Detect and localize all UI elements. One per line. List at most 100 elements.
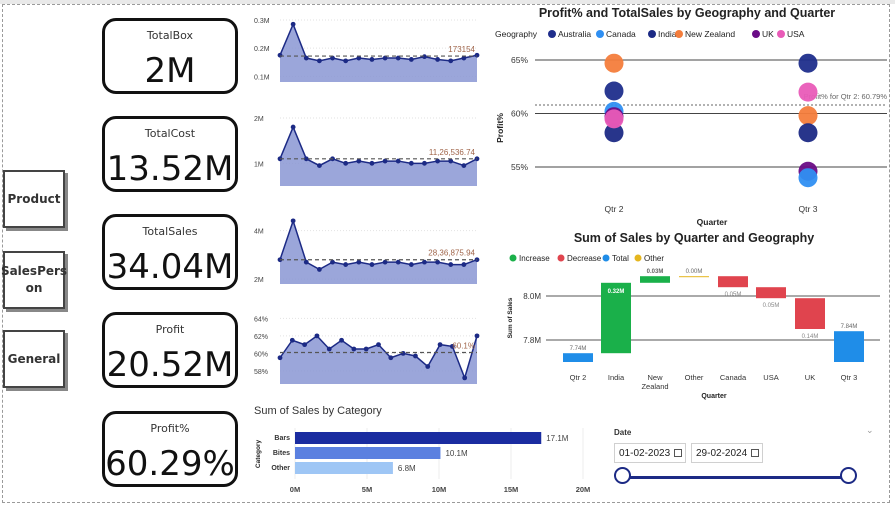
sparkline-point bbox=[343, 262, 349, 267]
scatter-legend-label: Canada bbox=[606, 29, 636, 39]
sparkline-point bbox=[369, 262, 375, 267]
bar-chart-x-tick: 20M bbox=[576, 485, 591, 494]
sparkline-average-label: 60.1% bbox=[452, 342, 475, 351]
scatter-legend-marker bbox=[777, 30, 785, 38]
chevron-down-icon[interactable]: ⌄ bbox=[866, 425, 874, 435]
waterfall-y-axis-label: Sum of Sales bbox=[507, 297, 514, 338]
scatter-point bbox=[604, 123, 624, 143]
product-button[interactable]: Product bbox=[3, 170, 65, 228]
sparkline-point bbox=[356, 55, 362, 61]
waterfall-x-tick: India bbox=[608, 373, 625, 382]
sparkline-point bbox=[343, 160, 349, 166]
sparkline-point bbox=[474, 257, 480, 263]
kpi-card-totalcost[interactable]: TotalCost 13.52M bbox=[102, 116, 238, 192]
sparkline-point bbox=[289, 337, 295, 343]
sparkline-point bbox=[474, 156, 480, 162]
profit-scatter-chart[interactable]: Profit% and TotalSales by Geography and … bbox=[490, 0, 890, 230]
scatter-legend-label: UK bbox=[762, 29, 774, 39]
sparkline-point bbox=[435, 57, 440, 62]
bar-chart-bar bbox=[295, 432, 542, 444]
scatter-point bbox=[798, 106, 818, 126]
sales-by-category-chart[interactable]: Sum of Sales by Category 0M 5M 10M 15M 20M Cat… bbox=[250, 400, 600, 500]
sparkline-point bbox=[363, 346, 369, 352]
start-date-input[interactable]: 01-02-2023 bbox=[614, 443, 686, 463]
scatter-legend-label: New Zealand bbox=[685, 29, 735, 39]
bar-chart-x-tick: 15M bbox=[504, 485, 519, 494]
sparkline-point bbox=[303, 156, 309, 162]
sparkline-point bbox=[369, 160, 375, 166]
calendar-icon[interactable] bbox=[751, 449, 759, 457]
sparkline-point bbox=[413, 353, 418, 359]
waterfall-bar bbox=[756, 287, 786, 299]
sparkline-tick-label: 0.1M bbox=[254, 74, 270, 81]
sparkline-point bbox=[303, 55, 309, 61]
sparkline-point bbox=[461, 262, 467, 267]
sparkline-line bbox=[279, 218, 478, 271]
kpi-value: 60.29% bbox=[105, 444, 235, 484]
bar-chart-value-label: 6.8M bbox=[398, 464, 416, 473]
sparkline-point bbox=[303, 259, 309, 265]
waterfall-data-label: 0.32M bbox=[608, 289, 625, 295]
end-date-value: 29-02-2024 bbox=[696, 448, 748, 459]
date-slider-track[interactable] bbox=[624, 476, 848, 479]
sparkline-point bbox=[317, 267, 322, 272]
sales-waterfall-chart[interactable]: Sum of Sales by Quarter and Geography Inc… bbox=[500, 226, 885, 404]
waterfall-legend-label: Other bbox=[644, 254, 664, 263]
sparkline-point bbox=[376, 342, 381, 348]
scatter-legend-label: India bbox=[658, 29, 677, 39]
waterfall-legend-marker bbox=[557, 254, 565, 262]
sparkline-point bbox=[326, 346, 332, 352]
sparkline-point bbox=[461, 55, 467, 61]
kpi-card-totalsales[interactable]: TotalSales 34.04M bbox=[102, 214, 238, 290]
sparkline-area bbox=[280, 335, 477, 384]
waterfall-x-axis-label: Quarter bbox=[701, 393, 727, 400]
end-date-input[interactable]: 29-02-2024 bbox=[691, 443, 763, 463]
sparkline-point bbox=[437, 342, 443, 348]
date-slider-start-handle[interactable] bbox=[614, 467, 631, 484]
sparkline-point bbox=[343, 58, 349, 64]
kpi-card-totalbox[interactable]: TotalBox 2M bbox=[102, 18, 238, 94]
waterfall-legend-label: Total bbox=[612, 254, 629, 263]
waterfall-data-label: 7.74M bbox=[570, 346, 587, 352]
waterfall-x-tick: New bbox=[647, 373, 663, 382]
calendar-icon[interactable] bbox=[674, 449, 682, 457]
scatter-x-axis-label: Quarter bbox=[697, 217, 728, 227]
general-button[interactable]: General bbox=[3, 330, 65, 388]
sparkline-tick-label: 2M bbox=[254, 116, 264, 123]
sparkline-point bbox=[356, 158, 362, 164]
sparkline-point bbox=[422, 259, 427, 265]
sparkline-charts[interactable]: 0.3M 0.2M 0.1M 173154 2M 1M 11,26,536.74 4M 2M 28… bbox=[245, 18, 485, 398]
sparkline-point bbox=[400, 350, 406, 356]
waterfall-bar bbox=[795, 298, 825, 329]
waterfall-bar bbox=[640, 276, 670, 283]
bar-chart-x-tick: 10M bbox=[432, 485, 447, 494]
waterfall-legend-label: Decrease bbox=[567, 254, 602, 263]
sparkline-point bbox=[277, 355, 283, 361]
sparkline-point bbox=[351, 346, 357, 352]
sparkline-point bbox=[408, 57, 414, 62]
sparkline-line bbox=[279, 125, 478, 167]
kpi-value: 20.52M bbox=[106, 345, 234, 385]
waterfall-bar bbox=[834, 331, 864, 362]
bar-chart-value-label: 17.1M bbox=[546, 434, 569, 443]
sparkline-point bbox=[382, 259, 388, 265]
bar-chart-category-label: Other bbox=[271, 465, 290, 472]
sparkline-point bbox=[408, 160, 414, 166]
sparkline-point bbox=[317, 58, 322, 64]
scatter-legend-label: USA bbox=[787, 29, 805, 39]
waterfall-y-tick: 8.0M bbox=[523, 292, 541, 301]
bar-chart-bar bbox=[295, 462, 393, 474]
scatter-point bbox=[604, 81, 624, 101]
salesperson-button[interactable]: SalesPers on bbox=[1, 251, 67, 309]
date-slider-end-handle[interactable] bbox=[840, 467, 857, 484]
scatter-y-axis-label: Profit% bbox=[495, 113, 505, 143]
sparkline-average-label: 28,36,875.94 bbox=[428, 249, 475, 258]
kpi-card-profit-percent[interactable]: Profit% 60.29% bbox=[102, 411, 238, 487]
sparkline-tick-label: 64% bbox=[254, 316, 268, 323]
scatter-point bbox=[798, 53, 818, 73]
sparkline-point bbox=[356, 259, 362, 265]
scatter-x-tick: Qtr 3 bbox=[799, 204, 818, 214]
scatter-point bbox=[604, 109, 624, 129]
kpi-card-profit[interactable]: Profit 20.52M bbox=[102, 312, 238, 388]
kpi-label: TotalCost bbox=[144, 127, 196, 140]
